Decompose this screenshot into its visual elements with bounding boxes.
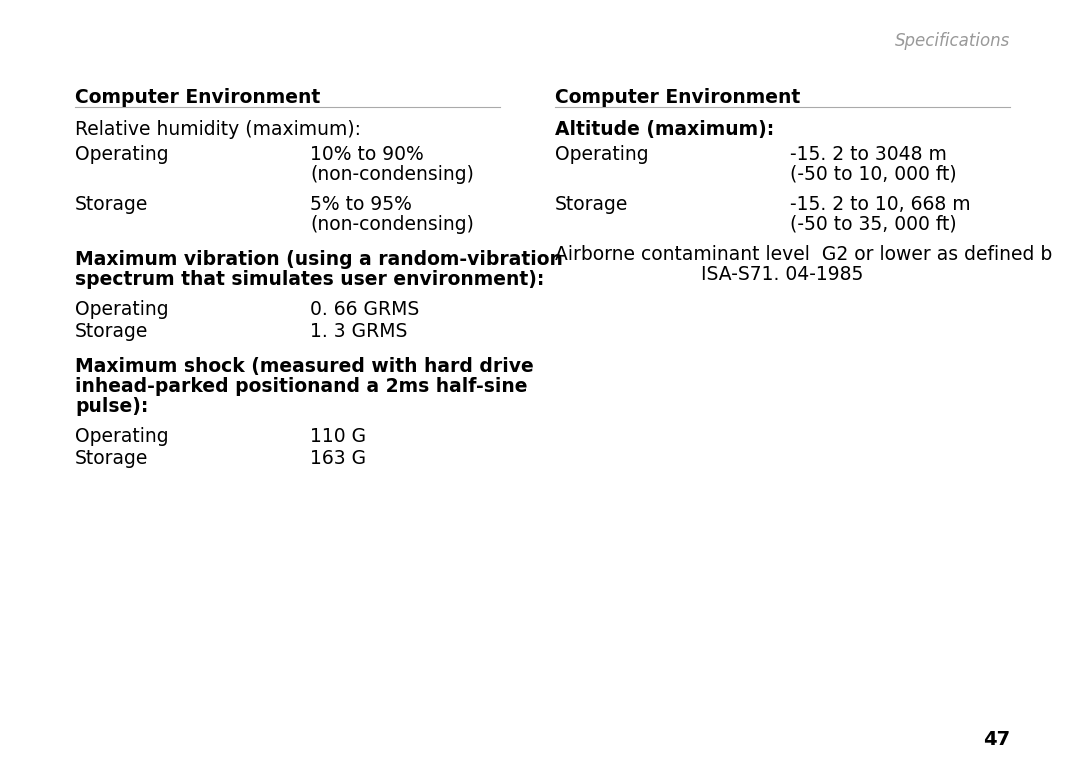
Text: -15. 2 to 3048 m: -15. 2 to 3048 m [789,145,947,164]
Text: 1. 3 GRMS: 1. 3 GRMS [310,322,407,341]
Text: Storage: Storage [75,195,148,214]
Text: 47: 47 [983,730,1010,749]
Text: 5% to 95%: 5% to 95% [310,195,411,214]
Text: Airborne contaminant level  G2 or lower as defined b: Airborne contaminant level G2 or lower a… [555,245,1052,264]
Text: 163 G: 163 G [310,449,366,468]
Text: ISA-S71. 04-1985: ISA-S71. 04-1985 [701,265,864,284]
Text: Storage: Storage [555,195,629,214]
Text: Operating: Operating [75,145,168,164]
Text: Relative humidity (maximum):: Relative humidity (maximum): [75,120,361,139]
Text: Maximum shock (measured with hard drive: Maximum shock (measured with hard drive [75,357,534,376]
Text: inhead-parked positionand a 2ms half-sine: inhead-parked positionand a 2ms half-sin… [75,377,527,396]
Text: pulse):: pulse): [75,397,148,416]
Text: Computer Environment: Computer Environment [75,88,321,107]
Text: (non-condensing): (non-condensing) [310,165,474,184]
Text: Altitude (maximum):: Altitude (maximum): [555,120,774,139]
Text: Maximum vibration (using a random-vibration: Maximum vibration (using a random-vibrat… [75,250,563,269]
Text: Storage: Storage [75,449,148,468]
Text: Operating: Operating [555,145,649,164]
Text: (non-condensing): (non-condensing) [310,215,474,234]
Text: Operating: Operating [75,427,168,446]
Text: 0. 66 GRMS: 0. 66 GRMS [310,300,419,319]
Text: (-50 to 35, 000 ft): (-50 to 35, 000 ft) [789,215,957,234]
Text: (-50 to 10, 000 ft): (-50 to 10, 000 ft) [789,165,957,184]
Text: spectrum that simulates user environment):: spectrum that simulates user environment… [75,270,544,289]
Text: Operating: Operating [75,300,168,319]
Text: Specifications: Specifications [894,32,1010,50]
Text: -15. 2 to 10, 668 m: -15. 2 to 10, 668 m [789,195,971,214]
Text: 110 G: 110 G [310,427,366,446]
Text: Computer Environment: Computer Environment [555,88,800,107]
Text: 10% to 90%: 10% to 90% [310,145,423,164]
Text: Storage: Storage [75,322,148,341]
